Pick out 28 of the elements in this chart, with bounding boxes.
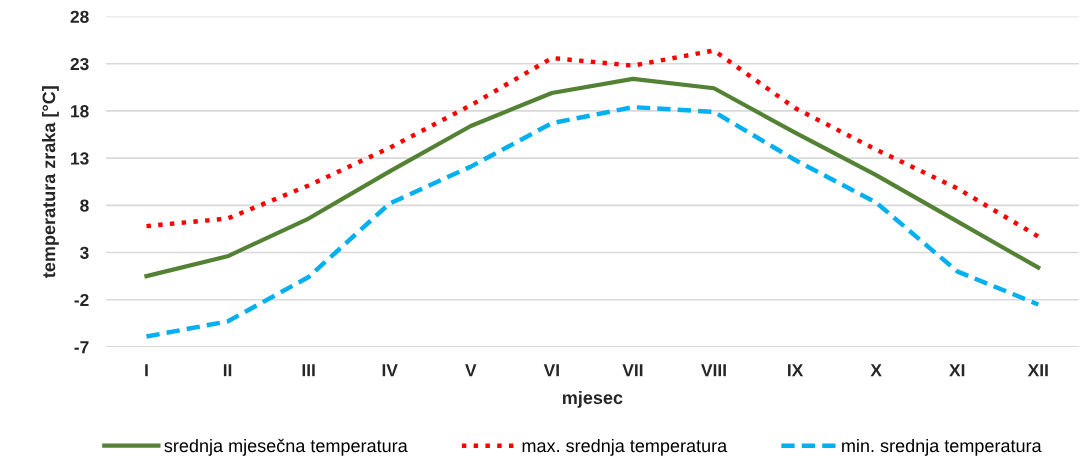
line-series: [144, 48, 1041, 239]
legend-label: min. srednja temperatura: [842, 438, 1042, 456]
y-axis-title: temperatura zraka [°C]: [42, 86, 59, 278]
x-tick-label: XII: [1027, 364, 1048, 377]
y-tick-label: 18: [71, 105, 89, 118]
x-axis-title: mjesec: [562, 390, 623, 408]
x-tick-label: I: [145, 364, 148, 377]
x-tick-label: X: [870, 364, 882, 377]
y-tick-label: 3: [80, 246, 89, 260]
x-tick-label: VII: [622, 364, 643, 377]
x-tick-label: II: [223, 364, 232, 377]
y-tick-label: -7: [74, 341, 89, 354]
x-tick-label: VIII: [701, 364, 726, 377]
legend-label: srednja mjesečna temperatura: [164, 438, 408, 456]
y-tick-label: -2: [74, 293, 89, 307]
x-tick-label: IX: [788, 364, 804, 377]
y-tick-label: 28: [70, 10, 89, 23]
x-tick-label: IV: [382, 364, 398, 377]
y-tick-label: 23: [70, 57, 89, 71]
x-tick-label: VI: [543, 364, 559, 377]
y-tick-label: 8: [80, 199, 89, 212]
x-tick-label: V: [465, 364, 477, 377]
x-tick-label: XI: [949, 364, 965, 377]
legend-label: max. srednja temperatura: [522, 438, 728, 456]
line-series: [144, 76, 1041, 279]
y-tick-label: 13: [71, 152, 89, 165]
x-tick-label: III: [302, 364, 315, 377]
line-series: [144, 104, 1041, 339]
